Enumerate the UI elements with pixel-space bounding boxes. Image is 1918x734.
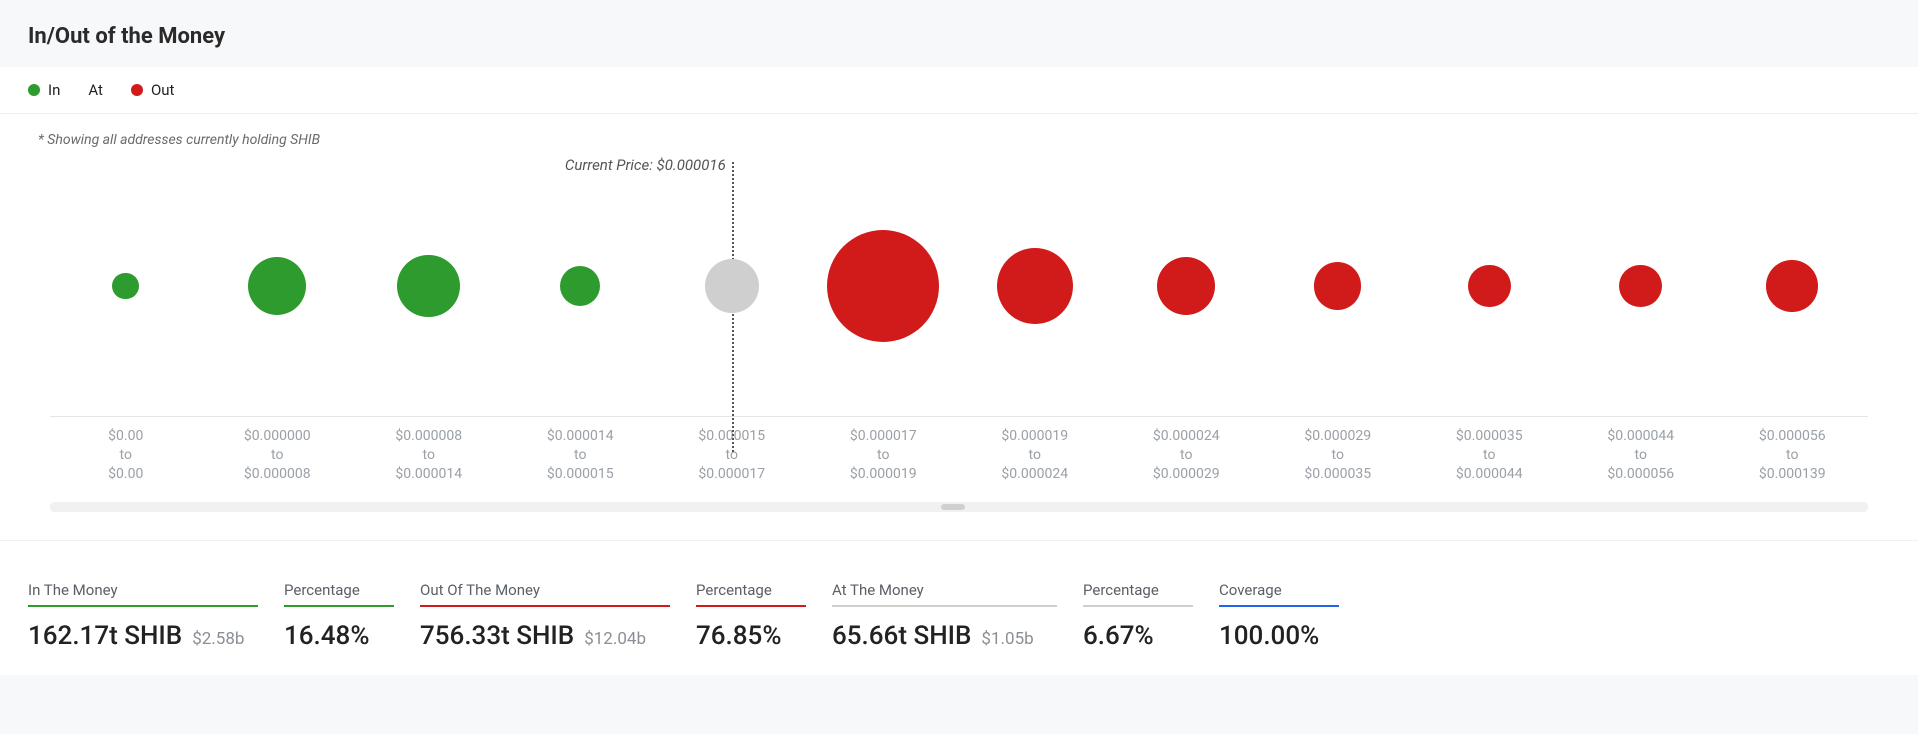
axis-tick: $0.000044to$0.000056 bbox=[1565, 427, 1717, 484]
bubble-slot bbox=[1262, 156, 1414, 416]
bubble-slot bbox=[202, 156, 354, 416]
panel-title: In/Out of the Money bbox=[28, 24, 1890, 49]
stat-block: At The Money 65.66t SHIB$1.05b bbox=[832, 581, 1057, 651]
stat-value: 76.85% bbox=[696, 621, 806, 651]
stat-value: 756.33t SHIB$12.04b bbox=[420, 621, 670, 651]
axis-tick: $0.000019to$0.000024 bbox=[959, 427, 1111, 484]
axis-tick: $0.000035to$0.000044 bbox=[1414, 427, 1566, 484]
bubble-out[interactable] bbox=[1619, 265, 1662, 308]
stat-label: Coverage bbox=[1219, 581, 1339, 607]
bubble-in[interactable] bbox=[397, 255, 460, 318]
stat-value: 6.67% bbox=[1083, 621, 1193, 651]
axis-tick: $0.000024to$0.000029 bbox=[1111, 427, 1263, 484]
bubble-chart: Current Price: $0.000016 $0.00to$0.00$0.… bbox=[0, 156, 1918, 512]
legend-label: At bbox=[88, 81, 103, 99]
axis-tick: $0.000000to$0.000008 bbox=[202, 427, 354, 484]
note-text: * Showing all addresses currently holdin… bbox=[0, 114, 1918, 156]
in-legend-dot bbox=[28, 84, 40, 96]
stat-label: Out Of The Money bbox=[420, 581, 670, 607]
bubble-slot bbox=[1111, 156, 1263, 416]
stat-value: 16.48% bbox=[284, 621, 394, 651]
legend-label: In bbox=[48, 81, 60, 99]
bubble-in[interactable] bbox=[112, 273, 139, 300]
legend-item-in[interactable]: In bbox=[28, 81, 60, 99]
legend-item-at[interactable]: At bbox=[88, 81, 103, 99]
bubble-out[interactable] bbox=[1314, 262, 1361, 309]
bubble-slot bbox=[808, 156, 960, 416]
bubble-slot bbox=[1717, 156, 1869, 416]
bubble-slot bbox=[656, 156, 808, 416]
bubble-out[interactable] bbox=[997, 248, 1073, 324]
stat-block: Percentage 6.67% bbox=[1083, 581, 1193, 651]
stat-subvalue: $2.58b bbox=[192, 629, 244, 649]
bubble-out[interactable] bbox=[1468, 265, 1511, 308]
axis-tick: $0.000014to$0.000015 bbox=[505, 427, 657, 484]
axis-tick: $0.000056to$0.000139 bbox=[1717, 427, 1869, 484]
bubble-in[interactable] bbox=[248, 257, 306, 315]
stat-subvalue: $12.04b bbox=[584, 629, 646, 649]
bubbles-row bbox=[50, 156, 1868, 416]
bubble-out[interactable] bbox=[827, 230, 939, 342]
stat-block: Out Of The Money 756.33t SHIB$12.04b bbox=[420, 581, 670, 651]
stat-value: 65.66t SHIB$1.05b bbox=[832, 621, 1057, 651]
stat-block: In The Money 162.17t SHIB$2.58b bbox=[28, 581, 258, 651]
stat-label: Percentage bbox=[696, 581, 806, 607]
horizontal-scrollbar[interactable] bbox=[50, 502, 1868, 512]
x-axis: $0.00to$0.00$0.000000to$0.000008$0.00000… bbox=[50, 416, 1868, 498]
bubble-slot bbox=[1565, 156, 1717, 416]
legend-item-out[interactable]: Out bbox=[131, 81, 175, 99]
legend: In At Out bbox=[0, 67, 1918, 114]
summary-stats: In The Money 162.17t SHIB$2.58b Percentage… bbox=[0, 540, 1918, 675]
bubble-slot bbox=[50, 156, 202, 416]
scrollbar-handle[interactable] bbox=[941, 504, 965, 510]
stat-value: 162.17t SHIB$2.58b bbox=[28, 621, 258, 651]
out-legend-dot bbox=[131, 84, 143, 96]
bubble-out[interactable] bbox=[1157, 257, 1215, 315]
in-out-money-panel: In/Out of the Money In At Out * Showing al… bbox=[0, 0, 1918, 675]
stat-subvalue: $1.05b bbox=[981, 629, 1033, 649]
bubble-slot bbox=[1414, 156, 1566, 416]
axis-tick: $0.000008to$0.000014 bbox=[353, 427, 505, 484]
stat-value: 100.00% bbox=[1219, 621, 1339, 651]
stat-label: In The Money bbox=[28, 581, 258, 607]
stat-label: At The Money bbox=[832, 581, 1057, 607]
panel-header: In/Out of the Money bbox=[0, 0, 1918, 67]
stat-label: Percentage bbox=[284, 581, 394, 607]
stat-label: Percentage bbox=[1083, 581, 1193, 607]
stat-block: Percentage 16.48% bbox=[284, 581, 394, 651]
bubble-slot bbox=[505, 156, 657, 416]
axis-tick: $0.00to$0.00 bbox=[50, 427, 202, 484]
bubble-slot bbox=[959, 156, 1111, 416]
stat-block: Coverage 100.00% bbox=[1219, 581, 1339, 651]
bubble-slot bbox=[353, 156, 505, 416]
axis-tick: $0.000029to$0.000035 bbox=[1262, 427, 1414, 484]
stat-block: Percentage 76.85% bbox=[696, 581, 806, 651]
bubble-in[interactable] bbox=[560, 266, 600, 306]
axis-tick: $0.000017to$0.000019 bbox=[808, 427, 960, 484]
bubble-out[interactable] bbox=[1766, 260, 1818, 312]
legend-label: Out bbox=[151, 81, 175, 99]
bubble-at[interactable] bbox=[705, 259, 759, 313]
